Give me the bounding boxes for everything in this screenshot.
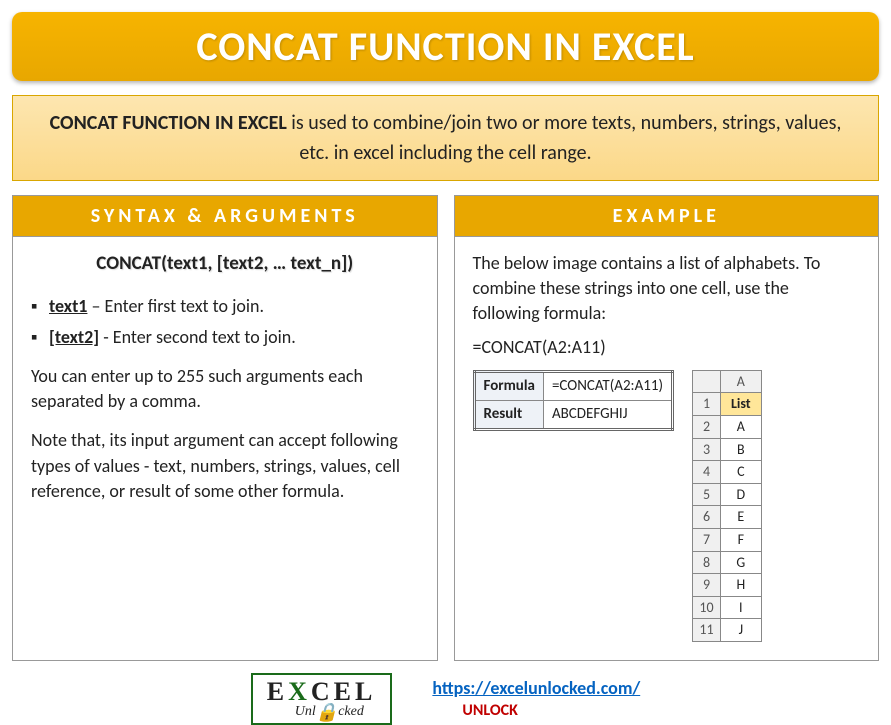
page-title: CONCAT FUNCTION IN EXCEL (12, 12, 879, 81)
example-intro: The below image contains a list of alpha… (473, 251, 861, 327)
list-cell: G (721, 551, 762, 574)
list-cell: A (721, 415, 762, 438)
formula-result-table: Formula =CONCAT(A2:A11) Result ABCDEFGHI… (473, 370, 675, 431)
syntax-formula: CONCAT(text1, [text2, … text_n]) (31, 251, 419, 278)
table-row: 3B (693, 438, 762, 461)
lock-icon: 🔒 (316, 703, 338, 721)
table-row: 10I (693, 596, 762, 619)
list-cell: J (721, 619, 762, 642)
example-formula-text: =CONCAT(A2:A11) (473, 335, 861, 360)
table-row: 4C (693, 461, 762, 484)
logo: EXCEL Unl🔒cked (251, 673, 393, 725)
table-row: 9H (693, 574, 762, 597)
site-link[interactable]: https://excelunlocked.com/ (432, 677, 640, 699)
logo-text: E (267, 677, 288, 706)
list-cell: E (721, 506, 762, 529)
intro-bold: CONCAT FUNCTION IN EXCEL (50, 111, 287, 135)
footer: EXCEL Unl🔒cked https://excelunlocked.com… (12, 673, 879, 725)
syntax-body: CONCAT(text1, [text2, … text_n]) text1 –… (13, 237, 437, 536)
row-num: 9 (693, 574, 721, 597)
example-column: EXAMPLE The below image contains a list … (454, 195, 880, 661)
row-num: 3 (693, 438, 721, 461)
row-num: 8 (693, 551, 721, 574)
example-body: The below image contains a list of alpha… (455, 237, 879, 660)
cell-result-value: ABCDEFGHIJ (543, 400, 672, 429)
table-row: Formula =CONCAT(A2:A11) (474, 371, 673, 400)
syntax-header: SYNTAX & ARGUMENTS (13, 196, 437, 237)
table-row: 1List (693, 393, 762, 416)
col-header-a: A (721, 370, 762, 393)
table-row: 2A (693, 415, 762, 438)
arg-name: text1 (49, 295, 87, 317)
unlock-text: UNLOCK (462, 701, 640, 720)
list-header-cell: List (721, 393, 762, 416)
table-row: 11J (693, 619, 762, 642)
alphabet-list-table: A 1List 2A 3B 4C 5D 6E 7F 8G 9H 10I 11J (692, 370, 762, 642)
arg-desc: – Enter first text to join. (87, 295, 264, 317)
list-item: [text2] - Enter second text to join. (31, 325, 419, 350)
list-item: text1 – Enter first text to join. (31, 294, 419, 319)
list-cell: B (721, 438, 762, 461)
cell-result-label: Result (474, 400, 543, 429)
cell-formula-value: =CONCAT(A2:A11) (543, 371, 672, 400)
row-num: 1 (693, 393, 721, 416)
row-num: 11 (693, 619, 721, 642)
row-num: 4 (693, 461, 721, 484)
corner-cell (693, 370, 721, 393)
argument-list: text1 – Enter first text to join. [text2… (31, 294, 419, 350)
list-cell: H (721, 574, 762, 597)
syntax-para-1: You can enter up to 255 such arguments e… (31, 364, 419, 414)
table-row: A (693, 370, 762, 393)
table-row: Result ABCDEFGHIJ (474, 400, 673, 429)
example-row: Formula =CONCAT(A2:A11) Result ABCDEFGHI… (473, 370, 861, 642)
arg-desc: - Enter second text to join. (99, 326, 296, 348)
row-num: 10 (693, 596, 721, 619)
row-num: 5 (693, 483, 721, 506)
logo-top: EXCEL (267, 679, 377, 705)
list-cell: F (721, 528, 762, 551)
row-num: 7 (693, 528, 721, 551)
logo-x: X (288, 677, 311, 706)
row-num: 2 (693, 415, 721, 438)
table-row: 8G (693, 551, 762, 574)
table-row: 5D (693, 483, 762, 506)
syntax-para-2: Note that, its input argument can accept… (31, 428, 419, 504)
table-row: 6E (693, 506, 762, 529)
footer-links: https://excelunlocked.com/ UNLOCK (432, 677, 640, 720)
example-header: EXAMPLE (455, 196, 879, 237)
list-cell: I (721, 596, 762, 619)
cell-formula-label: Formula (474, 371, 543, 400)
syntax-column: SYNTAX & ARGUMENTS CONCAT(text1, [text2,… (12, 195, 438, 661)
list-cell: D (721, 483, 762, 506)
arg-name: [text2] (49, 326, 99, 348)
row-num: 6 (693, 506, 721, 529)
columns-container: SYNTAX & ARGUMENTS CONCAT(text1, [text2,… (12, 195, 879, 661)
list-cell: C (721, 461, 762, 484)
intro-box: CONCAT FUNCTION IN EXCEL is used to comb… (12, 95, 879, 181)
table-row: 7F (693, 528, 762, 551)
intro-text: is used to combine/join two or more text… (287, 111, 842, 165)
